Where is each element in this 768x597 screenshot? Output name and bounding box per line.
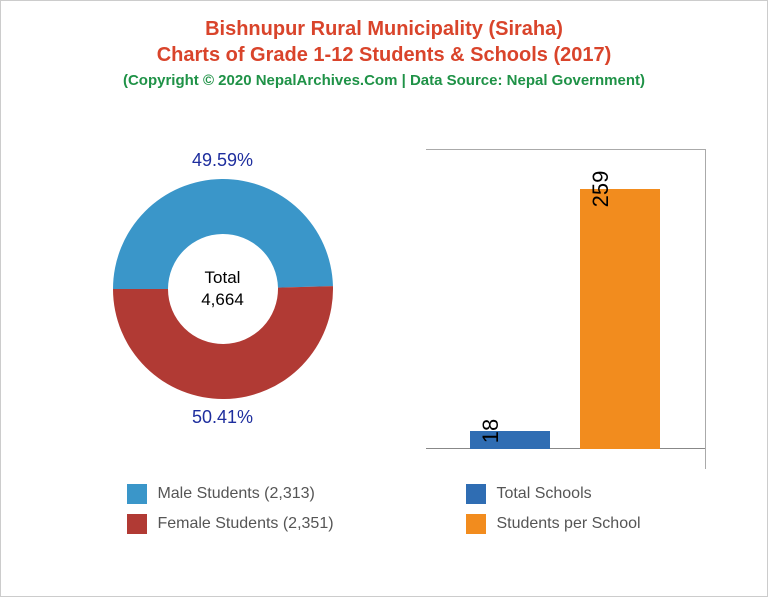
charts-row: 49.59% Total 4,664 50.41% 18 259 [1, 109, 767, 469]
legend-male-text: Male Students (2,313) [157, 485, 314, 503]
donut-chart: 49.59% Total 4,664 50.41% [63, 109, 383, 469]
title-line-2: Charts of Grade 1-12 Students & Schools … [1, 42, 767, 68]
copyright-line: (Copyright © 2020 NepalArchives.Com | Da… [1, 72, 767, 89]
title-line-1: Bishnupur Rural Municipality (Siraha) [1, 16, 767, 42]
legend-per-school-text: Students per School [496, 515, 640, 533]
donut-center: Total 4,664 [201, 267, 244, 311]
swatch-per-school [466, 514, 486, 534]
bar-students-per-school: 259 [580, 189, 660, 449]
legend-male: Male Students (2,313) [127, 484, 333, 504]
swatch-male [127, 484, 147, 504]
swatch-schools [466, 484, 486, 504]
donut-female-pct: 50.41% [192, 407, 253, 428]
legend-schools-text: Total Schools [496, 485, 591, 503]
legend-per-school: Students per School [466, 514, 640, 534]
legend-right: Total Schools Students per School [466, 484, 640, 534]
legend-row: Male Students (2,313) Female Students (2… [1, 469, 767, 534]
legend-female: Female Students (2,351) [127, 514, 333, 534]
bar-schools-label: 18 [478, 419, 504, 443]
bar-total-schools: 18 [470, 431, 550, 449]
swatch-female [127, 514, 147, 534]
donut-male-pct: 49.59% [192, 150, 253, 171]
bar-per-school-label: 259 [588, 171, 614, 208]
bar-baseline [426, 448, 705, 449]
bar-chart: 18 259 [426, 149, 706, 469]
legend-left: Male Students (2,313) Female Students (2… [127, 484, 333, 534]
donut-center-label: Total [201, 267, 244, 289]
donut-center-value: 4,664 [201, 289, 244, 311]
legend-schools: Total Schools [466, 484, 640, 504]
legend-female-text: Female Students (2,351) [157, 515, 333, 533]
title-block: Bishnupur Rural Municipality (Siraha) Ch… [1, 1, 767, 89]
